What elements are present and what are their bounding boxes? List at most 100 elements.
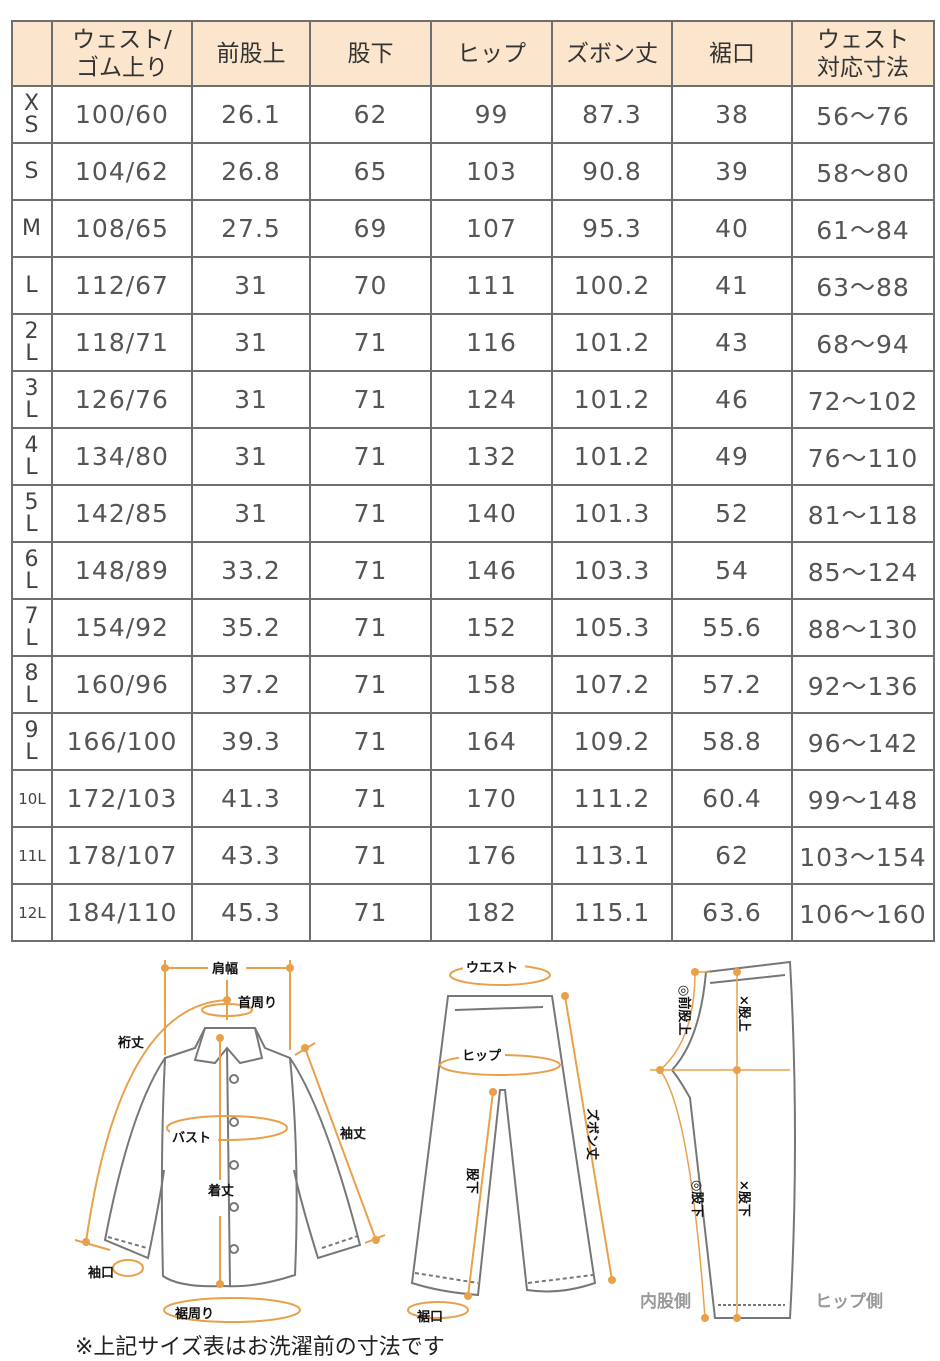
label-sleeve: 袖丈 bbox=[340, 1126, 366, 1142]
table-cell: 52 bbox=[671, 484, 793, 543]
table-row: S 104/62 26.8 65 103 90.8 39 58〜80 bbox=[11, 142, 935, 201]
table-cell: 71 bbox=[309, 883, 432, 942]
jacket-labels: 肩幅 首周り 裄丈 バスト 袖丈 着丈 袖口 裾周り bbox=[88, 958, 366, 1322]
pants-illustration bbox=[410, 995, 597, 1297]
table-cell: 57.2 bbox=[671, 655, 793, 714]
label-pants-hem: 裾口 bbox=[417, 1309, 443, 1325]
wash-note: ※上記サイズ表はお洗濯前の寸法です bbox=[75, 1335, 445, 1360]
table-cell: 87.3 bbox=[551, 85, 673, 144]
size-label-char: S bbox=[24, 112, 40, 138]
table-cell: 88〜130 bbox=[791, 598, 935, 657]
header-row: ウェスト/ ゴム上り 前股上 股下 ヒップ ズボン丈 裾口 ウェスト 対応寸法 bbox=[11, 20, 935, 87]
size-label-char: L bbox=[25, 454, 39, 480]
table-cell: 115.1 bbox=[551, 883, 673, 942]
size-label: 12L bbox=[11, 883, 53, 942]
label-cuff: 袖口 bbox=[88, 1265, 114, 1281]
side-measure-lines bbox=[650, 971, 790, 1319]
table-row: 9 L 166/100 39.3 71 164 109.2 58.8 96〜142 bbox=[11, 712, 935, 771]
table-cell: 109.2 bbox=[551, 712, 673, 771]
size-label-char: L bbox=[25, 397, 39, 423]
table-row: 4 L 134/80 31 71 132 101.2 49 76〜110 bbox=[11, 427, 935, 486]
table-row: 7 L 154/92 35.2 71 152 105.3 55.6 88〜130 bbox=[11, 598, 935, 657]
table-cell: 69 bbox=[309, 199, 432, 258]
table-cell: 101.3 bbox=[551, 484, 673, 543]
table-cell: 92〜136 bbox=[791, 655, 935, 714]
table-cell: 101.2 bbox=[551, 427, 673, 486]
table-cell: 68〜94 bbox=[791, 313, 935, 372]
table-cell: 142/85 bbox=[51, 484, 193, 543]
table-cell: 31 bbox=[191, 484, 311, 543]
table-cell: 99 bbox=[430, 85, 553, 144]
table-cell: 164 bbox=[430, 712, 553, 771]
column-header: ヒップ bbox=[430, 20, 553, 87]
table-cell: 41.3 bbox=[191, 769, 311, 828]
table-cell: 38 bbox=[671, 85, 793, 144]
header-corner bbox=[11, 20, 53, 87]
size-label-char: L bbox=[25, 511, 39, 537]
size-label-char: X bbox=[23, 90, 41, 116]
table-cell: 71 bbox=[309, 712, 432, 771]
table-cell: 63.6 bbox=[671, 883, 793, 942]
table-cell: 118/71 bbox=[51, 313, 193, 372]
table-cell: 71 bbox=[309, 598, 432, 657]
label-hip-side: ヒップ側 bbox=[815, 1291, 883, 1312]
table-cell: 71 bbox=[309, 484, 432, 543]
table-cell: 71 bbox=[309, 826, 432, 885]
table-cell: 132 bbox=[430, 427, 553, 486]
size-label-char: 3 bbox=[24, 375, 40, 401]
table-cell: 85〜124 bbox=[791, 541, 935, 600]
table-cell: 99〜148 bbox=[791, 769, 935, 828]
table-cell: 46 bbox=[671, 370, 793, 429]
table-row: 11L 178/107 43.3 71 176 113.1 62 103〜154 bbox=[11, 826, 935, 885]
table-cell: 104/62 bbox=[51, 142, 193, 201]
table-cell: 31 bbox=[191, 427, 311, 486]
table-cell: 166/100 bbox=[51, 712, 193, 771]
table-cell: 26.1 bbox=[191, 85, 311, 144]
column-header: 前股上 bbox=[191, 20, 311, 87]
size-label-char: L bbox=[25, 625, 39, 651]
side-pants-illustration bbox=[670, 960, 796, 1319]
size-label-char: L bbox=[25, 568, 39, 594]
table-cell: 37.2 bbox=[191, 655, 311, 714]
table-cell: 31 bbox=[191, 370, 311, 429]
size-label-char: 4 bbox=[24, 432, 40, 458]
column-header: ズボン丈 bbox=[551, 20, 673, 87]
table-cell: 60.4 bbox=[671, 769, 793, 828]
table-cell: 105.3 bbox=[551, 598, 673, 657]
jacket-measure-lines bbox=[74, 960, 386, 1323]
size-label-char: 2 bbox=[24, 318, 40, 344]
table-cell: 55.6 bbox=[671, 598, 793, 657]
label-length: 着丈 bbox=[207, 1183, 234, 1199]
table-cell: 116 bbox=[430, 313, 553, 372]
table-cell: 58.8 bbox=[671, 712, 793, 771]
table-cell: 113.1 bbox=[551, 826, 673, 885]
table-cell: 107.2 bbox=[551, 655, 673, 714]
label-neck: 首周り bbox=[238, 995, 277, 1011]
table-cell: 27.5 bbox=[191, 199, 311, 258]
table-cell: 81〜118 bbox=[791, 484, 935, 543]
table-cell: 106〜160 bbox=[791, 883, 935, 942]
table-cell: 100/60 bbox=[51, 85, 193, 144]
table-cell: 160/96 bbox=[51, 655, 193, 714]
table-cell: 124 bbox=[430, 370, 553, 429]
table-cell: 39.3 bbox=[191, 712, 311, 771]
table-cell: 152 bbox=[430, 598, 553, 657]
table-cell: 101.2 bbox=[551, 370, 673, 429]
table-cell: 100.2 bbox=[551, 256, 673, 315]
measurement-diagram: 肩幅 首周り 裄丈 バスト 袖丈 着丈 袖口 裾周り ウエスト ヒップ ズボン丈… bbox=[74, 958, 883, 1325]
table-cell: 43 bbox=[671, 313, 793, 372]
table-cell: 112/67 bbox=[51, 256, 193, 315]
table-cell: 140 bbox=[430, 484, 553, 543]
table-cell: 90.8 bbox=[551, 142, 673, 201]
table-cell: 65 bbox=[309, 142, 432, 201]
table-cell: 56〜76 bbox=[791, 85, 935, 144]
size-label: 10L bbox=[11, 769, 53, 828]
size-label-char: L bbox=[25, 682, 39, 708]
